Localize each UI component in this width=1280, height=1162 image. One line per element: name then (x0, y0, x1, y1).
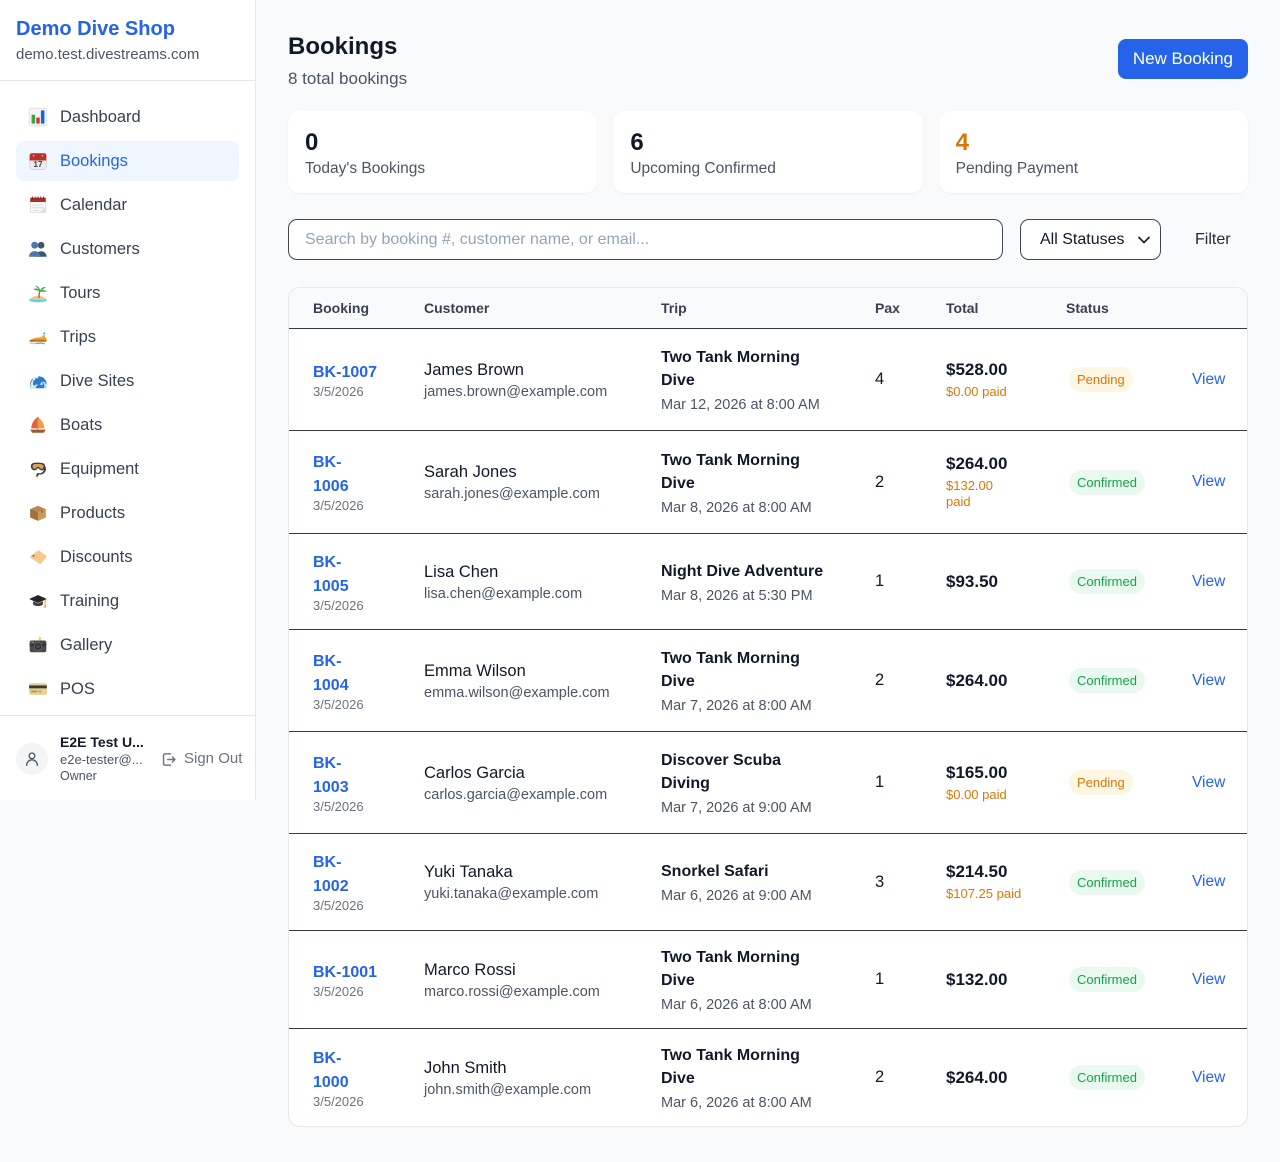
svg-text:17: 17 (33, 159, 43, 169)
